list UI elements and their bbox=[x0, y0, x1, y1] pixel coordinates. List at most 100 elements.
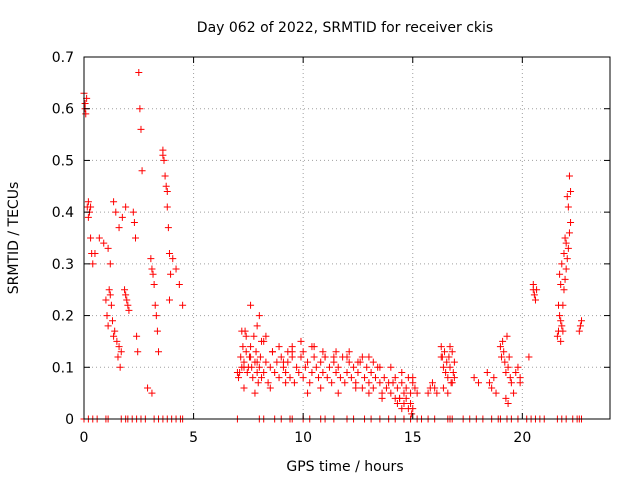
data-point bbox=[249, 374, 257, 382]
x-tick-label: 0 bbox=[80, 430, 89, 446]
data-point bbox=[488, 384, 496, 392]
data-point bbox=[398, 379, 406, 387]
data-point bbox=[365, 379, 373, 387]
data-point bbox=[271, 368, 279, 376]
data-point bbox=[137, 125, 145, 133]
data-point bbox=[380, 374, 388, 382]
data-point bbox=[122, 291, 130, 299]
data-point bbox=[411, 384, 419, 392]
data-point bbox=[369, 384, 377, 392]
data-point bbox=[441, 348, 449, 356]
data-point bbox=[279, 363, 287, 371]
data-point bbox=[301, 363, 309, 371]
data-point bbox=[500, 348, 508, 356]
data-point bbox=[516, 379, 524, 387]
data-point bbox=[310, 343, 318, 351]
data-point bbox=[450, 358, 458, 366]
data-point bbox=[251, 389, 259, 397]
data-point bbox=[387, 389, 395, 397]
data-point bbox=[350, 363, 358, 371]
data-point bbox=[290, 379, 298, 387]
data-point bbox=[396, 394, 404, 402]
data-point bbox=[282, 379, 290, 387]
data-point bbox=[559, 327, 567, 335]
data-point bbox=[531, 296, 539, 304]
data-point bbox=[345, 348, 353, 356]
data-point bbox=[556, 270, 564, 278]
data-point bbox=[365, 353, 373, 361]
data-point bbox=[149, 270, 157, 278]
data-point bbox=[498, 353, 506, 361]
data-point bbox=[240, 384, 248, 392]
data-point bbox=[122, 203, 130, 211]
data-point bbox=[245, 353, 253, 361]
data-point bbox=[264, 379, 272, 387]
data-point bbox=[558, 322, 566, 330]
data-point bbox=[110, 332, 118, 340]
data-point bbox=[165, 296, 173, 304]
data-point bbox=[123, 296, 131, 304]
data-point bbox=[277, 353, 285, 361]
data-point bbox=[363, 363, 371, 371]
data-point bbox=[578, 317, 586, 325]
data-point bbox=[448, 379, 456, 387]
data-point bbox=[148, 389, 156, 397]
data-point bbox=[343, 368, 351, 376]
data-point bbox=[111, 327, 119, 335]
data-point bbox=[275, 343, 283, 351]
x-tick-label: 10 bbox=[294, 430, 312, 446]
data-point bbox=[504, 363, 512, 371]
data-point bbox=[560, 286, 568, 294]
data-point bbox=[400, 389, 408, 397]
data-point bbox=[470, 374, 478, 382]
data-point bbox=[382, 384, 390, 392]
data-point bbox=[295, 368, 303, 376]
data-point bbox=[428, 379, 436, 387]
data-point bbox=[251, 358, 259, 366]
data-point bbox=[361, 374, 369, 382]
data-point bbox=[446, 343, 454, 351]
data-point bbox=[247, 301, 255, 309]
data-point bbox=[332, 348, 340, 356]
data-point bbox=[124, 301, 132, 309]
data-point bbox=[402, 394, 410, 402]
y-axis-label: SRMTID / TECUs bbox=[6, 182, 22, 295]
data-point bbox=[330, 353, 338, 361]
data-point bbox=[407, 389, 415, 397]
plot-frame bbox=[83, 56, 611, 420]
data-point bbox=[282, 368, 290, 376]
data-point bbox=[376, 379, 384, 387]
data-point bbox=[105, 286, 113, 294]
data-point bbox=[444, 389, 452, 397]
data-point bbox=[118, 213, 126, 221]
data-point bbox=[129, 208, 137, 216]
data-point bbox=[242, 348, 250, 356]
data-point bbox=[576, 322, 584, 330]
data-point bbox=[116, 363, 124, 371]
data-point bbox=[130, 218, 138, 226]
y-tick-label: 0.4 bbox=[52, 205, 74, 221]
data-point bbox=[533, 286, 541, 294]
data-point bbox=[87, 234, 95, 242]
y-tick-label: 0.5 bbox=[52, 153, 74, 169]
data-point bbox=[256, 353, 264, 361]
data-point bbox=[354, 368, 362, 376]
data-point bbox=[563, 193, 571, 201]
data-point bbox=[284, 358, 292, 366]
data-point bbox=[514, 363, 522, 371]
data-point bbox=[442, 368, 450, 376]
data-point bbox=[557, 281, 565, 289]
data-point bbox=[153, 327, 161, 335]
y-tick-label: 0.3 bbox=[52, 257, 74, 273]
data-point bbox=[81, 100, 89, 108]
data-point bbox=[431, 384, 439, 392]
data-point bbox=[248, 363, 256, 371]
data-point bbox=[490, 374, 498, 382]
data-point bbox=[104, 322, 112, 330]
data-point bbox=[266, 384, 274, 392]
data-point bbox=[155, 348, 163, 356]
data-point bbox=[483, 368, 491, 376]
data-point bbox=[262, 332, 270, 340]
data-point bbox=[398, 405, 406, 413]
data-point bbox=[151, 301, 159, 309]
